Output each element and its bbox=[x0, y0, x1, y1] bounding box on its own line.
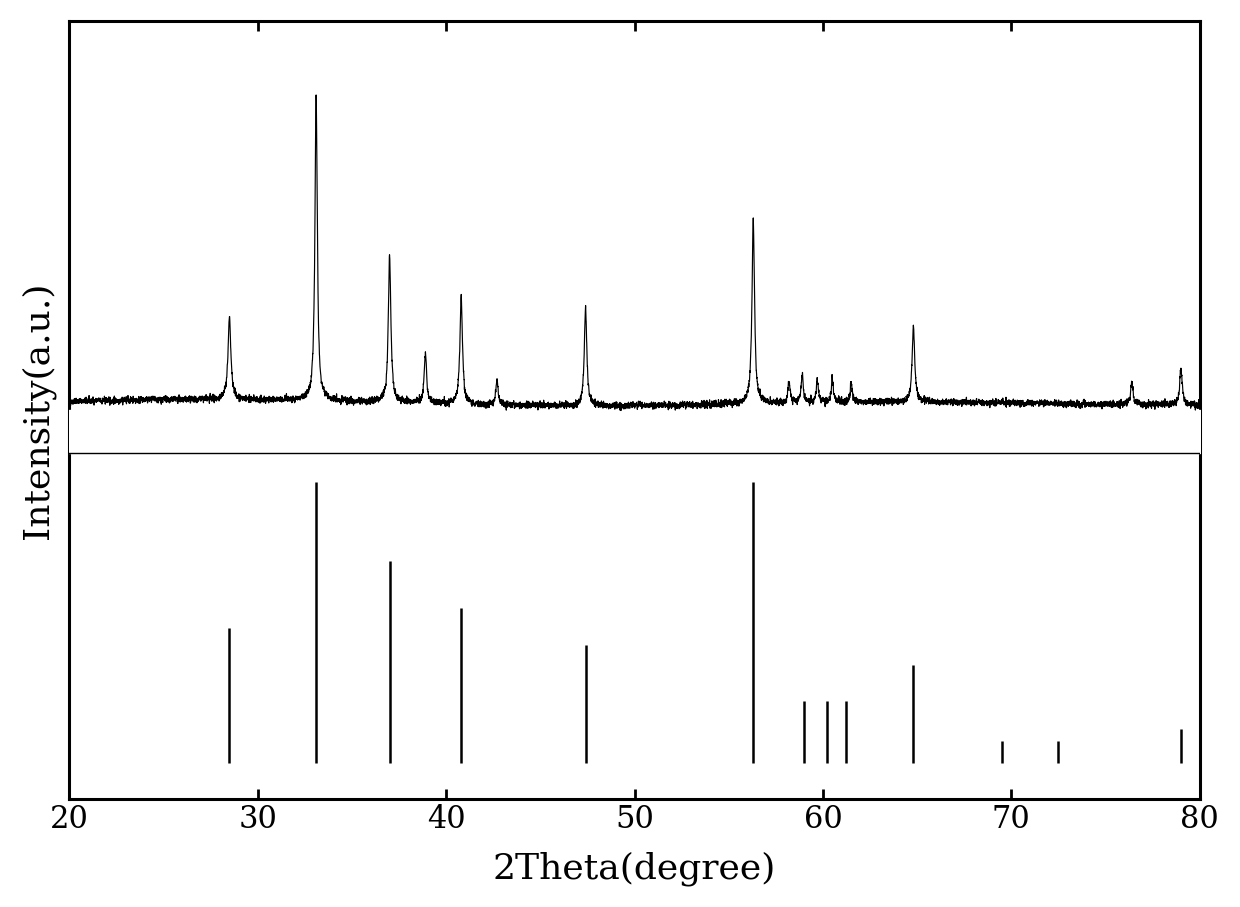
Y-axis label: Intensity(a.u.): Intensity(a.u.) bbox=[21, 281, 56, 539]
X-axis label: 2Theta(degree): 2Theta(degree) bbox=[492, 852, 776, 886]
